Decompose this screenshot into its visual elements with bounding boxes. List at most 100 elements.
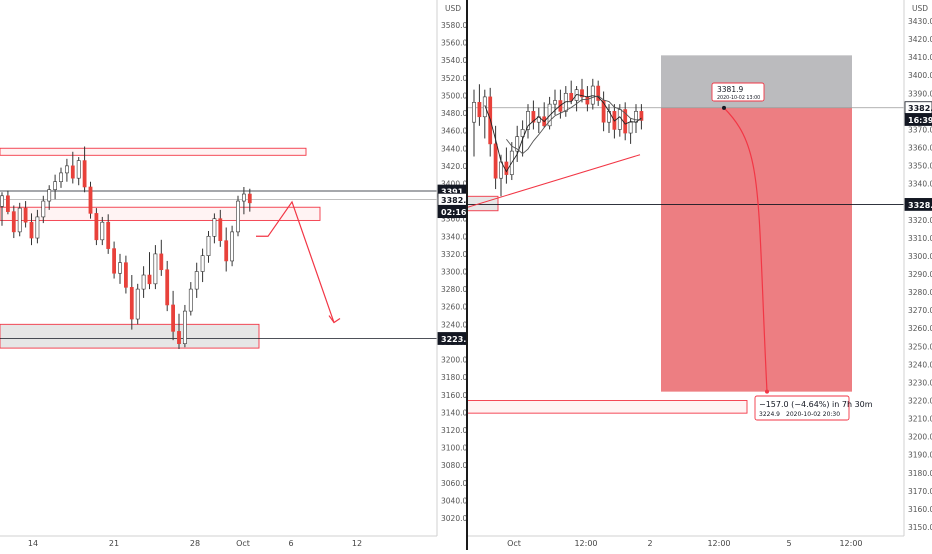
price-tick-label: 3500.0 [441, 91, 466, 100]
price-tick-label: 3240.0 [908, 360, 932, 369]
left-candle [247, 193, 252, 204]
right-candle [628, 121, 633, 134]
price-tick-label: 3370.0 [908, 125, 932, 134]
price-tick-label: 3390.0 [908, 89, 932, 98]
price-tick-label: 3440.0 [441, 144, 466, 153]
left-candle [29, 221, 34, 239]
entry-time-text: 2020-10-02 13:00 [717, 95, 760, 101]
price-tick-label: 3430.0 [908, 17, 932, 26]
right-candle [585, 96, 590, 105]
price-tick-label: 3040.0 [441, 496, 466, 505]
time-tick-label: 28 [190, 539, 200, 548]
left-candle [53, 181, 58, 190]
left-candle [17, 207, 22, 233]
left-candle [147, 274, 152, 285]
price-badge-label: 3223.9 [441, 335, 466, 344]
right-candle [472, 102, 476, 123]
time-tick-label: 12:00 [707, 539, 730, 548]
price-tick-label: 3250.0 [908, 342, 932, 351]
left-candle [230, 231, 235, 262]
right-candle [596, 85, 601, 101]
price-tick-label: 3180.0 [441, 373, 466, 382]
left-candle [65, 165, 69, 174]
left-candle [41, 200, 46, 218]
price-badge-label: 3328.5 [908, 201, 932, 210]
time-tick-label: Oct [507, 539, 521, 548]
price-badge: 3382.0 [904, 101, 932, 115]
price-badge-label: 16:39 [908, 116, 932, 125]
time-tick-label: 6 [288, 539, 293, 548]
price-tick-label: 3310.0 [908, 234, 932, 243]
left-candle [135, 288, 140, 320]
price-tick-label: 3520.0 [441, 74, 466, 83]
right-candle [617, 109, 622, 130]
left-candle [118, 262, 122, 274]
price-tick-label: 3230.0 [908, 378, 932, 387]
price-tick-label: 3080.0 [441, 461, 466, 470]
price-badge-box [904, 198, 932, 211]
price-badge: 3223.9 [437, 332, 472, 345]
left-candle [23, 207, 28, 223]
price-tick-label: 3280.0 [441, 285, 466, 294]
price-tick-label: 3160.0 [441, 391, 466, 400]
left-candle [35, 216, 40, 239]
result-summary-text: −157.0 (−4.64%) in 7h 30m [759, 400, 873, 409]
price-tick-label: 3220.0 [908, 397, 932, 406]
price-tick-label: 3150.0 [908, 523, 932, 532]
left-candle [94, 213, 99, 241]
left-candle [165, 269, 170, 306]
result-label-box [754, 395, 850, 421]
time-tick-label: 14 [28, 539, 38, 548]
right-candle [504, 161, 509, 175]
left-candle [224, 240, 229, 262]
price-tick-label: 3260.0 [441, 303, 466, 312]
price-tick-label: 3400.0 [908, 71, 932, 80]
right-candle [590, 85, 595, 105]
price-tick-label: 3420.0 [441, 162, 466, 171]
time-tick-label: Oct [236, 539, 250, 548]
price-tick-label: 3180.0 [908, 469, 932, 478]
left-candle [6, 195, 10, 212]
left-candle [171, 304, 176, 332]
time-tick-label: 12 [352, 539, 362, 548]
time-tick-label: 2 [647, 539, 652, 548]
right-chart-panel[interactable]: 3381.9 2020-10-02 13:00 −157.0 (−4.64%) in… [465, 0, 932, 550]
moving-average-fast [484, 93, 642, 173]
left-candle [153, 253, 158, 285]
right-candle [580, 89, 584, 98]
trend-line [467, 154, 641, 208]
price-tick-label: 3290.0 [908, 270, 932, 279]
price-tick-label: 3340.0 [441, 232, 466, 241]
panel-divider[interactable] [466, 0, 468, 550]
price-badge-label: 3382.0 [908, 104, 932, 113]
price-tick-label: 3320.0 [441, 250, 466, 259]
right-candle [569, 92, 574, 101]
supply-demand-zone [0, 147, 307, 156]
left-candle [194, 271, 199, 290]
left-chart-svg[interactable]: USD 3020.0 3040.0 3060.0 3080.0 3100.0 3120.0 3… [0, 0, 481, 550]
left-chart-panel[interactable]: USD 3020.0 3040.0 3060.0 3080.0 3100.0 3120.0 3… [0, 0, 481, 550]
moving-average-slow [506, 95, 642, 155]
price-tick-label: 3360.0 [441, 215, 466, 224]
exit-point [765, 389, 769, 394]
supply-demand-zone [465, 400, 748, 414]
currency-label: USD [445, 4, 461, 13]
price-tick-label: 3240.0 [441, 320, 466, 329]
price-badge-box [904, 113, 932, 126]
left-candle [70, 165, 75, 179]
price-tick-label: 3410.0 [908, 53, 932, 62]
right-candle [531, 111, 536, 123]
time-tick-label: 21 [109, 539, 119, 548]
price-tick-label: 3320.0 [908, 216, 932, 225]
supply-demand-zone [0, 323, 260, 349]
price-tick-label: 3160.0 [908, 505, 932, 514]
entry-label-box [711, 82, 765, 102]
supply-demand-zone [0, 206, 321, 221]
left-candle [159, 253, 164, 271]
price-tick-label: 3560.0 [441, 39, 466, 48]
right-candle [553, 100, 557, 105]
price-tick-label: 3400.0 [441, 179, 466, 188]
price-badge-label: 3382.0 [441, 196, 466, 205]
